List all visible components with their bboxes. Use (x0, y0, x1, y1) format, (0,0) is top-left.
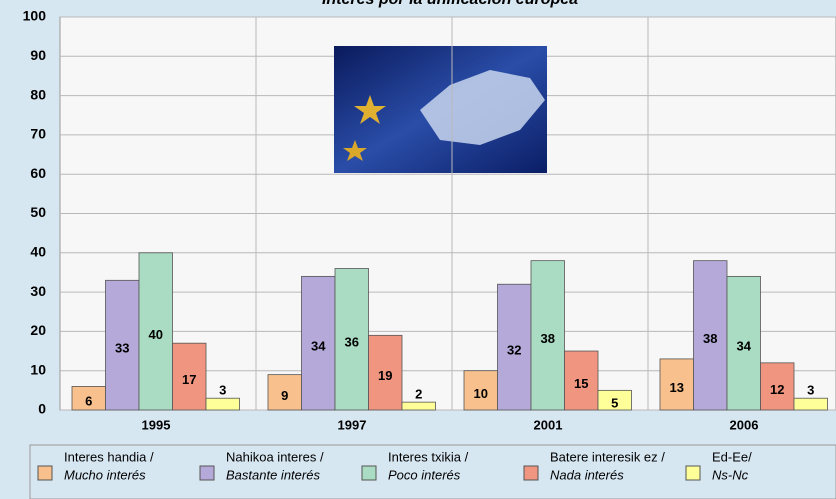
legend (29, 444, 836, 499)
bar (760, 362, 795, 411)
bar (401, 401, 436, 411)
legend-label: Interes txikia / (388, 449, 469, 464)
x-tick-label: 2001 (534, 417, 563, 432)
data-label: 34 (737, 339, 752, 354)
data-label: 13 (670, 380, 684, 395)
bar (530, 260, 565, 411)
y-tick-label: 30 (30, 283, 46, 299)
x-tick-label: 1995 (142, 417, 171, 432)
data-label: 17 (182, 372, 196, 387)
legend-swatch (37, 465, 53, 481)
y-tick-label: 40 (30, 244, 46, 260)
data-label: 19 (378, 368, 392, 383)
x-tick-label: 1997 (338, 417, 367, 432)
y-tick-label: 0 (38, 401, 46, 417)
data-label: 2 (415, 387, 422, 402)
legend-label: Ed-Ee/ (712, 449, 752, 464)
legend-label: Nada interés (550, 467, 624, 482)
bar (368, 334, 403, 411)
y-tick-label: 60 (30, 165, 46, 181)
legend-label: Batere interesik ez / (550, 449, 665, 464)
legend-label: Nahikoa interes / (226, 449, 324, 464)
data-label: 6 (85, 394, 92, 409)
bar (205, 397, 240, 411)
y-tick-label: 80 (30, 86, 46, 102)
bar (138, 252, 173, 411)
bar (693, 260, 728, 411)
bar (659, 358, 694, 411)
legend-swatch (685, 465, 701, 481)
y-tick-label: 50 (30, 204, 46, 220)
y-tick-label: 10 (30, 361, 46, 377)
data-label: 15 (574, 376, 588, 391)
legend-swatch (199, 465, 215, 481)
legend-swatch (523, 465, 539, 481)
legend-label: Bastante interés (226, 467, 320, 482)
data-label: 38 (703, 331, 717, 346)
data-label: 34 (311, 339, 326, 354)
data-label: 33 (115, 341, 129, 356)
legend-swatch (361, 465, 377, 481)
data-label: 38 (541, 331, 555, 346)
data-label: 3 (219, 383, 226, 398)
bar (597, 389, 632, 411)
legend-label: Interes handia / (64, 449, 154, 464)
legend-label: Poco interés (388, 467, 461, 482)
bar (726, 275, 761, 411)
bar (497, 283, 532, 411)
bar (172, 342, 207, 411)
data-label: 10 (474, 386, 488, 401)
y-tick-label: 100 (23, 8, 47, 24)
bar (463, 370, 498, 411)
chart-title: Interés por la unificación europea (322, 0, 578, 8)
y-tick-label: 20 (30, 322, 46, 338)
data-label: 3 (807, 383, 814, 398)
data-label: 32 (507, 343, 521, 358)
europe-image (334, 46, 547, 173)
x-tick-label: 2006 (730, 417, 759, 432)
data-label: 12 (770, 382, 784, 397)
y-tick-label: 70 (30, 126, 46, 142)
legend-label: Ns-Nc (712, 467, 749, 482)
bar (105, 279, 140, 411)
data-label: 9 (281, 388, 288, 403)
data-label: 5 (611, 396, 618, 411)
bar (301, 275, 336, 411)
legend-label: Mucho interés (64, 467, 146, 482)
y-tick-label: 90 (30, 47, 46, 63)
bar (793, 397, 828, 411)
data-label: 36 (345, 335, 359, 350)
data-label: 40 (149, 327, 163, 342)
bar (267, 374, 302, 411)
bar (564, 350, 599, 411)
